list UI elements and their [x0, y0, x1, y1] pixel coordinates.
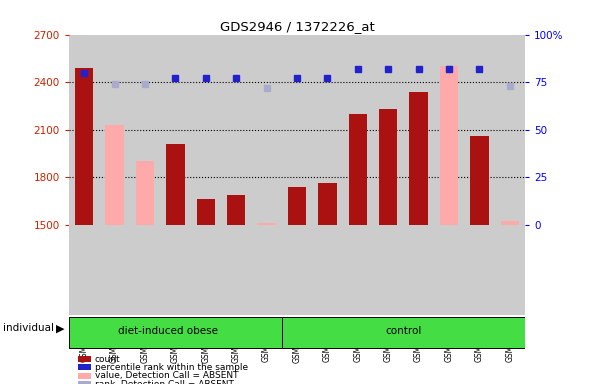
Bar [130, 35, 160, 225]
Bar [464, 225, 494, 315]
Bar [343, 225, 373, 315]
Bar [312, 225, 343, 315]
Bar [434, 35, 464, 225]
Bar [500, 222, 519, 225]
Bar [434, 225, 464, 315]
Bar [160, 225, 191, 315]
Bar [221, 35, 251, 225]
Text: rank, Detection Call = ABSENT: rank, Detection Call = ABSENT [95, 380, 233, 384]
Text: value, Detection Call = ABSENT: value, Detection Call = ABSENT [95, 371, 238, 381]
Bar [227, 195, 245, 225]
Bar [130, 225, 160, 315]
Bar [440, 66, 458, 225]
Bar [191, 225, 221, 315]
Bar [191, 35, 221, 225]
Title: GDS2946 / 1372226_at: GDS2946 / 1372226_at [220, 20, 374, 33]
Bar [69, 316, 282, 348]
Bar [100, 225, 130, 315]
Text: individual: individual [3, 323, 54, 333]
Bar [349, 114, 367, 225]
Bar [257, 223, 276, 225]
Bar [282, 35, 312, 225]
Bar [69, 35, 100, 225]
Text: count: count [95, 354, 121, 364]
Bar [464, 35, 494, 225]
Bar [197, 199, 215, 225]
Bar [318, 184, 337, 225]
Bar [470, 136, 488, 225]
Bar [379, 109, 397, 225]
Text: ▶: ▶ [56, 323, 64, 333]
Bar [409, 92, 428, 225]
Bar [166, 144, 185, 225]
Bar [403, 225, 434, 315]
Text: percentile rank within the sample: percentile rank within the sample [95, 363, 248, 372]
Text: control: control [385, 326, 422, 336]
Bar [136, 161, 154, 225]
Bar [221, 225, 251, 315]
Bar [69, 225, 100, 315]
Bar [251, 35, 282, 225]
Bar [373, 35, 403, 225]
Bar [100, 35, 130, 225]
Bar [106, 125, 124, 225]
Bar [343, 35, 373, 225]
Bar [403, 35, 434, 225]
Text: diet-induced obese: diet-induced obese [118, 326, 218, 336]
Bar [373, 225, 403, 315]
Bar [160, 35, 191, 225]
Bar [494, 35, 525, 225]
Bar [251, 225, 282, 315]
Bar [282, 316, 525, 348]
Bar [494, 225, 525, 315]
Bar [288, 187, 306, 225]
Bar [282, 225, 312, 315]
Bar [75, 68, 94, 225]
Bar [312, 35, 343, 225]
